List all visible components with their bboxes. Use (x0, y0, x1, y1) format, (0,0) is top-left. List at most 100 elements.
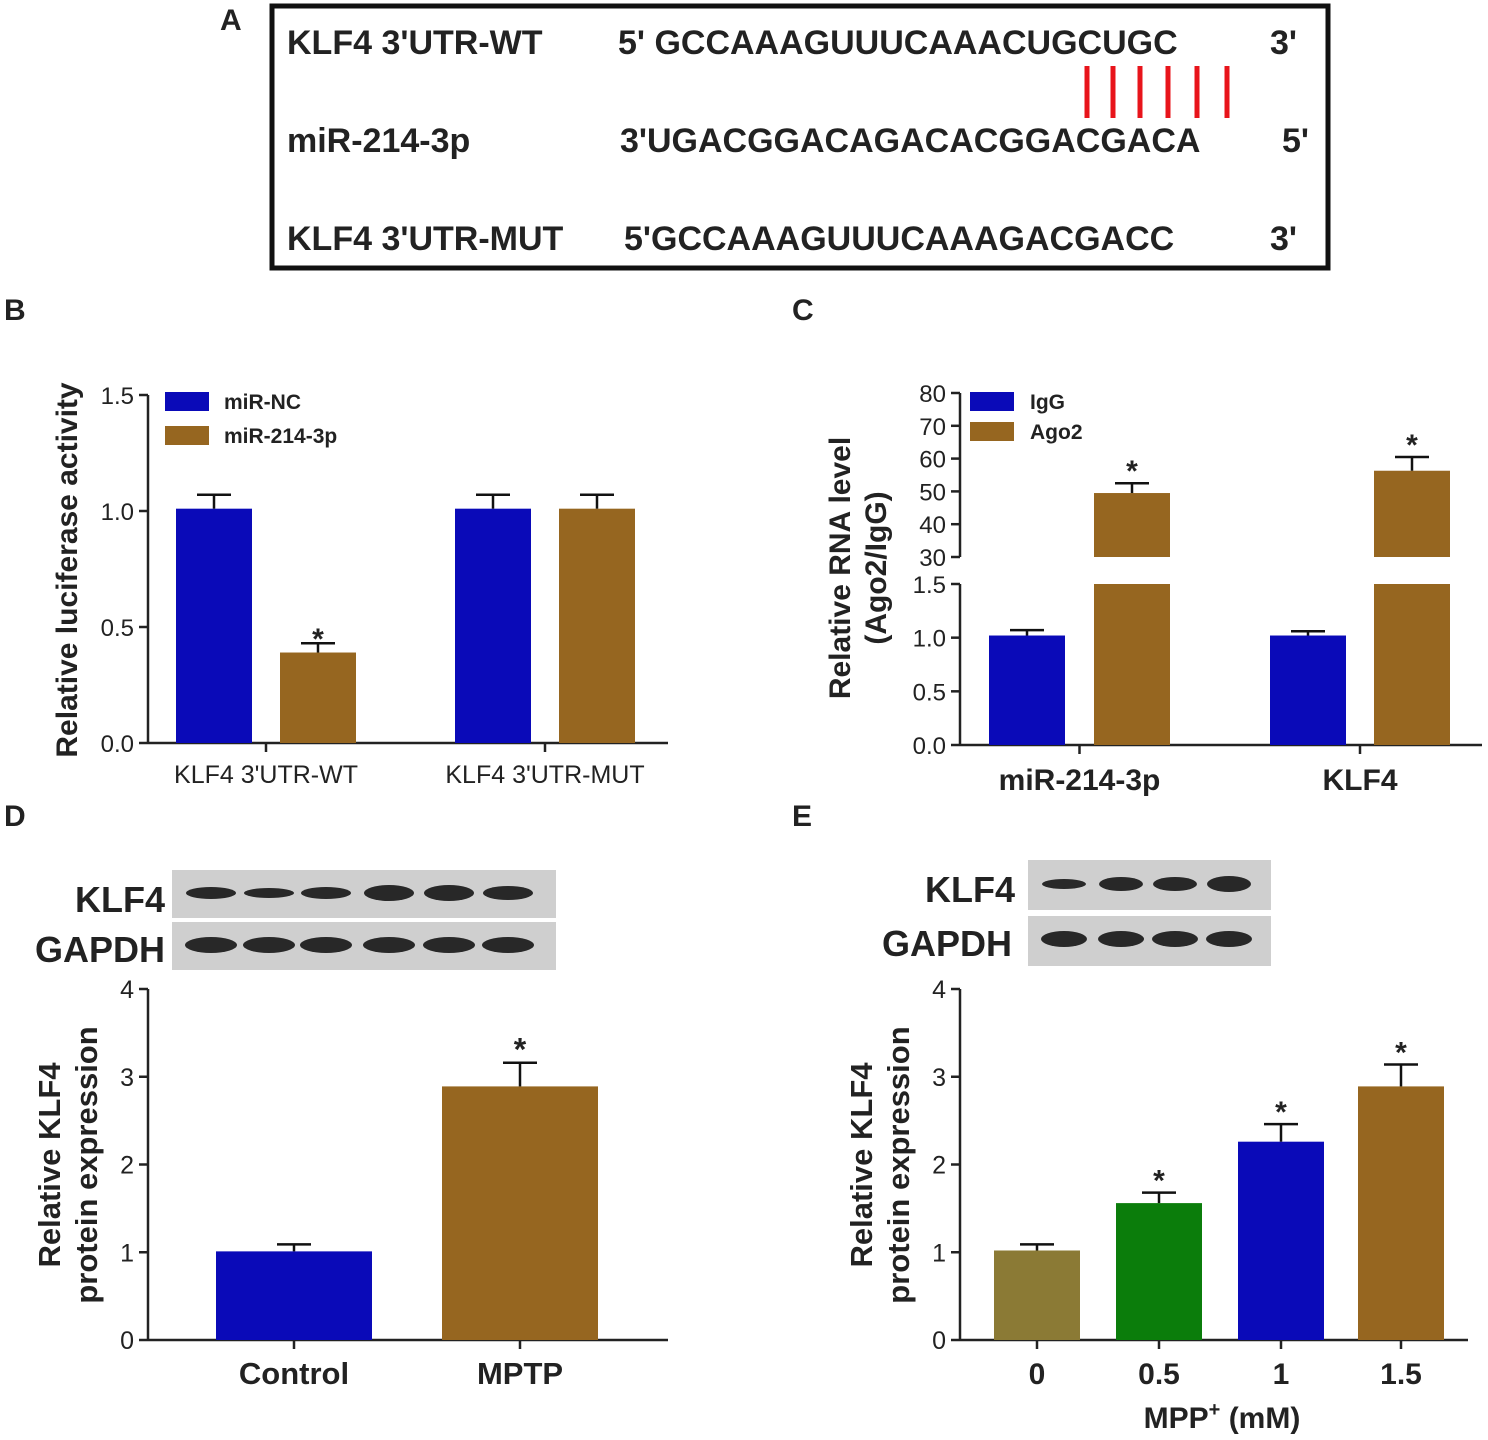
blot-e-gapdh-band-1 (1041, 931, 1087, 947)
chart-e-x-tick-label: 0 (1029, 1358, 1046, 1391)
chart-d-bar-mptp-significance: * (514, 1032, 527, 1068)
blot-e-klf4-band-4 (1207, 876, 1251, 892)
mirna-end: 5' (1282, 122, 1309, 160)
chart-e-y-tick-label: 4 (932, 976, 946, 1004)
chart-d-y-tick-label: 0 (120, 1327, 134, 1355)
chart-e-bar-1-5-significance: * (1395, 1036, 1407, 1069)
blot-d-gapdh-label: GAPDH (35, 929, 165, 970)
chart-b-legend-swatch-mir-214-3p (165, 426, 209, 445)
chart-e-bar-1-5 (1358, 1086, 1444, 1340)
chart-c-legend-swatch-igg (970, 392, 1014, 411)
chart-c-lower-y-tick-label: 0.0 (913, 733, 946, 760)
wt-end: 3' (1270, 24, 1297, 62)
chart-b-y-tick-label: 0.0 (101, 731, 134, 758)
mut-sequence: 5'GCCAAAGUUUCAAAGACGACC (624, 220, 1174, 258)
chart-klf4-mptp: 0 1 2 3 4 Control * MPTP Relative KLF4 protein ex… (32, 976, 668, 1391)
blot-d-klf4-band-4 (364, 885, 414, 901)
chart-c-bar-ago2-mir-214-3p (1094, 493, 1170, 557)
chart-e-x-tick-label: 1 (1273, 1358, 1290, 1391)
blot-d-klf4-band-6 (483, 886, 533, 900)
chart-c-bar-ago2-klf4-lower (1374, 584, 1450, 745)
base-pair-lines (1084, 66, 1230, 118)
chart-rip: 0.0 0.5 1.0 1.530 40 50 60 70 80 * * miR-214-3p KLF4… (824, 381, 1482, 797)
chart-e-y-label: protein expression (881, 1026, 916, 1303)
chart-c-upper-y-tick-label: 70 (919, 414, 946, 441)
panel-letter-d: D (4, 800, 26, 833)
chart-c-upper-y-tick-label: 40 (919, 512, 946, 539)
chart-c-lower-y-tick-label: 1.5 (913, 572, 946, 599)
western-blot-d: KLF4 GAPDH (35, 870, 556, 970)
chart-d-bar-mptp (442, 1086, 598, 1340)
chart-b-legend-label-mir-214-3p: miR-214-3p (224, 425, 337, 448)
blot-d-gapdh-band-4 (363, 937, 415, 953)
blot-d-klf4-label: KLF4 (75, 879, 165, 920)
chart-d-bar-control (216, 1251, 372, 1340)
panel-letter-a: A (220, 4, 242, 37)
chart-e-y-label: Relative KLF4 (844, 1062, 879, 1268)
chart-b-legend-swatch-mir-nc (165, 392, 209, 411)
chart-klf4-mpp: 0 1 2 3 4 0 * 0.5 * 1 * 1.5 MPP+ (mM) Relative KLF4 pr… (844, 976, 1468, 1435)
blot-e-gapdh-band-2 (1098, 931, 1144, 947)
chart-e-bar-0 (994, 1250, 1080, 1340)
chart-d-y-tick-label: 2 (120, 1152, 134, 1180)
chart-d-y-label: Relative KLF4 (32, 1062, 67, 1268)
chart-e-x-tick-label: 0.5 (1138, 1358, 1180, 1391)
chart-b-y-tick-label: 1.5 (101, 383, 134, 410)
blot-e-klf4-band-1 (1042, 879, 1086, 889)
chart-b-y-tick-label: 1.0 (101, 499, 134, 526)
blot-d-klf4-band-5 (424, 885, 474, 901)
chart-b-bar-mir-nc-klf4-3-utr-wt (176, 508, 252, 743)
chart-b-bar-mir-nc-klf4-3-utr-mut (455, 508, 531, 743)
chart-c-y-label: Relative RNA level (824, 437, 857, 699)
chart-d-y-tick-label: 3 (120, 1064, 134, 1092)
blot-d-klf4-band-2 (244, 888, 294, 898)
blot-d-gapdh-band-1 (185, 937, 237, 953)
blot-e-klf4-band-3 (1153, 877, 1197, 891)
blot-e-klf4-band-2 (1099, 877, 1143, 891)
blot-e-gapdh-band-3 (1152, 931, 1198, 947)
chart-luciferase: 0.0 0.5 1.0 1.5 * KLF4 3'UTR-WT KLF4 3'UTR-MUT… (51, 382, 668, 789)
wt-sequence: 5' GCCAAAGUUUCAAACUGCUGC (618, 24, 1178, 62)
chart-c-x-tick-label: miR-214-3p (999, 764, 1161, 797)
chart-c-bar-ago2-mir-214-3p-lower (1094, 584, 1170, 745)
blot-e-klf4-label: KLF4 (925, 869, 1015, 910)
chart-c-bar-ago2-klf4-significance: * (1406, 429, 1418, 462)
chart-c-x-tick-label: KLF4 (1323, 764, 1398, 797)
blot-d-gapdh-band-5 (423, 937, 475, 953)
chart-d-y-tick-label: 4 (120, 976, 134, 1004)
chart-e-bar-1 (1238, 1141, 1324, 1340)
chart-c-upper-y-tick-label: 30 (919, 545, 946, 572)
chart-d-x-tick-label: MPTP (477, 1356, 563, 1391)
chart-b-bar-mir-214-3p-klf4-3-utr-wt-significance: * (312, 623, 324, 656)
chart-e-y-tick-label: 2 (932, 1152, 946, 1180)
blot-d-gapdh-band-2 (243, 937, 295, 953)
mut-end: 3' (1270, 220, 1297, 258)
sequence-box (269, 3, 1331, 271)
chart-b-x-tick-label: KLF4 3'UTR-MUT (445, 761, 644, 789)
chart-b-y-tick-label: 0.5 (101, 615, 134, 642)
chart-c-bar-ago2-mir-214-3p-significance: * (1126, 455, 1138, 488)
chart-c-y-label: (Ago2/IgG) (860, 491, 893, 644)
chart-d-y-label: protein expression (69, 1026, 104, 1303)
chart-d-x-tick-label: Control (239, 1356, 349, 1391)
sequence-rows: KLF4 3'UTR-WT 5' GCCAAAGUUUCAAACUGCUGC 3… (287, 24, 1309, 258)
chart-d-y-tick-label: 1 (120, 1239, 134, 1267)
chart-b-legend-label-mir-nc: miR-NC (224, 391, 301, 414)
chart-e-bar-0-5-significance: * (1153, 1165, 1165, 1198)
chart-b-y-label: Relative luciferase activity (51, 382, 84, 758)
blot-d-klf4-band-1 (186, 887, 236, 899)
wt-label: KLF4 3'UTR-WT (287, 24, 543, 62)
panel-letter-c: C (792, 294, 814, 327)
chart-b-bar-mir-214-3p-klf4-3-utr-wt (280, 652, 356, 743)
chart-e-bar-1-significance: * (1275, 1096, 1287, 1129)
chart-e-y-tick-label: 1 (932, 1239, 946, 1267)
chart-c-upper-y-tick-label: 80 (919, 381, 946, 408)
chart-c-bar-igg-klf4 (1270, 635, 1346, 745)
chart-e-x-label: MPP+ (mM) (1144, 1399, 1301, 1435)
blot-d-gapdh-band-3 (300, 937, 352, 953)
chart-c-lower-y-tick-label: 0.5 (913, 679, 946, 706)
panel-letter-b: B (4, 294, 26, 327)
chart-e-bar-0-5 (1116, 1203, 1202, 1340)
blot-d-klf4-band-3 (301, 887, 351, 899)
